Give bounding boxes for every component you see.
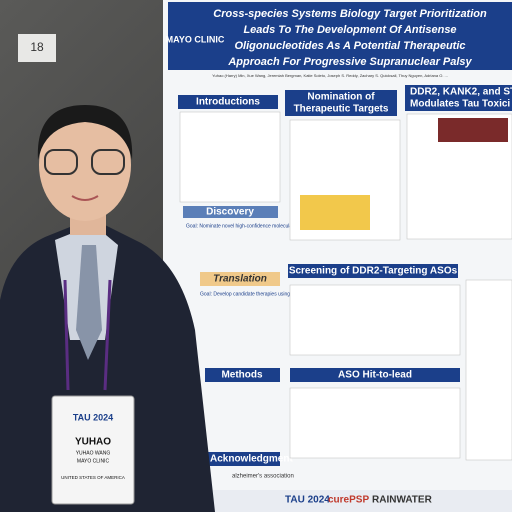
section-title: Nomination of <box>307 92 375 103</box>
section-title: Screening of DDR2-Targeting ASOs <box>289 266 458 277</box>
section-header <box>288 264 458 278</box>
authors: Yuhao (Harry) Min, Xue Wang, Jeremiah Be… <box>212 73 448 78</box>
footer-logo: curePSP <box>328 495 369 506</box>
title: Leads To The Development Of Antisense <box>243 24 456 36</box>
section-header <box>200 272 280 286</box>
section-header <box>290 368 460 382</box>
text-block <box>179 111 281 203</box>
badge-country: UNITED STATES OF AMERICA <box>61 475 125 480</box>
footer-logo: RAINWATER <box>372 495 433 506</box>
section-title: Modulates Tau Toxici <box>410 99 510 110</box>
smile <box>71 195 99 201</box>
section-title: Therapeutic Targets <box>294 104 389 115</box>
figure-chart <box>300 195 370 230</box>
footer-logo: TAU 2024 <box>285 495 330 506</box>
lanyard <box>63 279 112 391</box>
title: Cross-species Systems Biology Target Pri… <box>213 8 487 20</box>
badge-event: TAU 2024 <box>73 412 113 422</box>
section-title: Acknowledgment <box>210 454 293 465</box>
sponsor: alzheimer's association <box>232 474 294 480</box>
title: Oligonucleotides As A Potential Therapeu… <box>234 40 465 52</box>
figure <box>465 279 512 461</box>
figure <box>289 284 461 356</box>
goal: Goal: Develop candidate therapies using … <box>200 291 366 297</box>
section-title: Introductions <box>196 97 260 108</box>
footer <box>168 490 512 512</box>
sign-text: 18 <box>30 40 44 54</box>
badge <box>51 395 135 505</box>
section-title: Discovery <box>206 207 254 218</box>
section-header <box>205 368 280 382</box>
section-title: Methods <box>221 370 263 381</box>
badge-name: YUHAO <box>75 437 111 448</box>
section-header <box>183 206 278 218</box>
face <box>39 109 131 221</box>
goal: Goal: Nominate novel high-confidence mol… <box>186 223 311 229</box>
logo: MAYO CLINIC <box>166 34 225 44</box>
section-title: ASO Hit-to-lead <box>338 370 412 381</box>
figure-image <box>438 118 508 142</box>
section-header <box>178 95 278 109</box>
section-header <box>205 452 280 466</box>
badge-full-name: YUHAO WANG <box>76 450 111 456</box>
section-header <box>285 90 397 116</box>
section-title: Translation <box>213 274 267 285</box>
poster-header <box>168 2 512 70</box>
badge-org: MAYO CLINIC <box>77 458 110 464</box>
tie <box>76 245 102 360</box>
section-header <box>405 85 512 111</box>
glasses <box>44 149 78 175</box>
figure <box>289 387 461 459</box>
section-title: DDR2, KANK2, and ST <box>410 87 512 98</box>
title: Approach For Progressive Supranuclear Pa… <box>227 56 472 68</box>
number-sign <box>18 34 56 62</box>
glasses <box>91 149 125 175</box>
hair <box>37 105 133 160</box>
